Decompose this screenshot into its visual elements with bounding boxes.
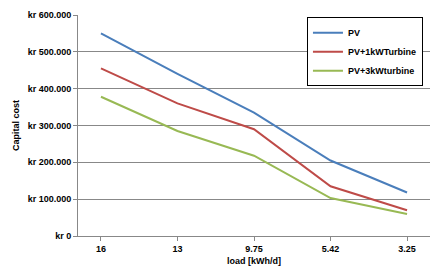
svg-text:16: 16 <box>96 244 106 254</box>
svg-text:9.75: 9.75 <box>245 244 263 254</box>
svg-text:3.25: 3.25 <box>398 244 416 254</box>
svg-text:PV+3kWturbine: PV+3kWturbine <box>348 66 414 76</box>
svg-text:13: 13 <box>172 244 182 254</box>
svg-text:kr 400.000: kr 400.000 <box>28 84 72 94</box>
svg-text:kr 100.000: kr 100.000 <box>28 194 72 204</box>
svg-text:kr 500.000: kr 500.000 <box>28 47 72 57</box>
svg-text:kr 200.000: kr 200.000 <box>28 157 72 167</box>
svg-text:5.42: 5.42 <box>322 244 340 254</box>
svg-text:PV: PV <box>348 28 360 38</box>
svg-text:Capital cost: Capital cost <box>11 100 21 151</box>
svg-text:kr 600.000: kr 600.000 <box>28 10 72 20</box>
svg-text:load [kWh/d]: load [kWh/d] <box>227 256 281 266</box>
svg-text:kr 0: kr 0 <box>55 231 71 241</box>
svg-text:PV+1kWTurbine: PV+1kWTurbine <box>348 47 416 57</box>
svg-text:kr 300.000: kr 300.000 <box>28 121 72 131</box>
